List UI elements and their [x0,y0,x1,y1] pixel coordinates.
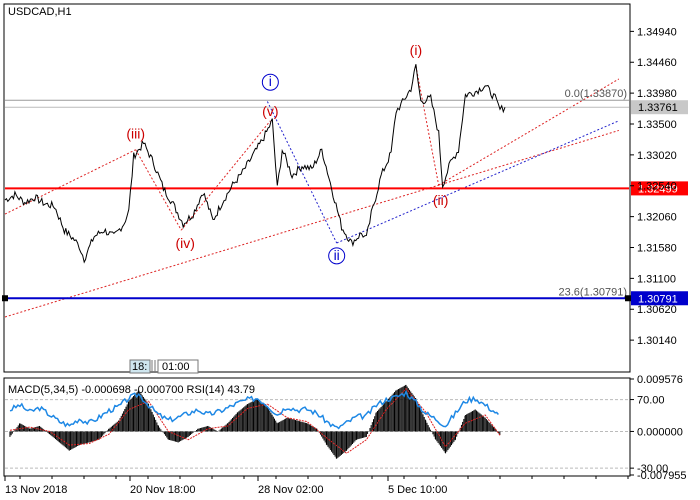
toolbar-box-time-label: 18: [132,361,147,373]
chart-title: USDCAD,H1 [8,6,72,18]
price-axis: 1.34940 1.34460 1.33980 1.33500 1.33020 1.325… [630,26,677,347]
wave-label: (iv) [175,235,194,251]
price-tick-label: 1.33500 [637,119,677,131]
time-tick-label: 20 Nov 18:00 [130,484,195,496]
time-tick-label: 28 Nov 02:00 [258,484,323,496]
time-tick-label: 5 Dec 10:00 [388,484,447,496]
macd-signal [9,387,501,454]
support-label: 1.32499 [638,183,678,195]
macd-tick-label: 0.000000 [637,426,683,438]
price-tick-label: 1.32540 [637,181,677,193]
macd-tick-label: -30.00 [637,463,668,475]
wave-circle [328,247,346,265]
trendline [336,120,620,244]
lower-level-handle [625,295,631,302]
macd-panel [5,384,629,469]
rsi-line [9,389,499,430]
fib-label: 0.0(1.33870) [565,88,627,100]
wave-label: (i) [410,42,422,58]
macd-tick-label: -0.007955 [637,470,687,482]
trendline [135,149,182,231]
price-tick-label: 1.31580 [637,242,677,254]
toolbar-box-period[interactable] [157,359,199,374]
macd-tick-label: 0.009576 [637,374,683,386]
trendline [4,129,620,318]
wave-label: (iii) [126,126,145,142]
fib-label: 23.6(1.30791) [559,286,628,298]
price-tick-label: 1.34460 [637,57,677,69]
price-tick-label: 1.34940 [637,26,677,38]
time-tick-label: 13 Nov 2018 [5,484,67,496]
wave-label: (v) [262,103,278,119]
wave-circle [261,73,279,91]
macd-tick-label: 70.00 [637,395,665,407]
wave-label: i [269,73,272,89]
price-tick-label: 1.31100 [637,273,676,285]
lower-level-tag [631,291,688,306]
trendline [438,78,620,186]
macd-label: MACD(5,34,5) -0.000698 -0.000700 RSI(14)… [8,384,255,396]
wave-label: (ii) [433,192,449,208]
time-axis: 13 Nov 2018 20 Nov 18:00 28 Nov 02:00 5 Dec… [4,476,629,496]
lower-level-handle [2,295,8,302]
wave-labels: (iii)(iv)(v)iii(i)(ii) [126,42,449,265]
trendline [180,120,271,231]
current-price-label: 1.33761 [638,102,678,114]
lower-level-label: 1.30791 [638,293,678,305]
support-tag [631,181,688,196]
toolbar-box-time[interactable] [129,359,151,374]
indicator-panel-frame [3,377,631,477]
time-toolbar[interactable]: 18: 01:00 [129,359,199,374]
horizontal-levels: 0.0(1.33870)23.6(1.30791)1.337611.324991… [2,88,688,306]
trendline [415,66,440,186]
current-price-tag [631,100,688,115]
price-tick-label: 1.32060 [637,212,677,224]
toolbar-box-period-label: 01:00 [162,361,190,373]
price-tick-label: 1.33020 [637,150,677,162]
price-tick-label: 1.33980 [637,88,677,100]
price-line [4,64,506,264]
wave-label: ii [334,247,340,263]
price-tick-label: 1.30140 [637,335,677,347]
price-tick-label: 1.30620 [637,304,677,316]
price-series [4,64,506,264]
macd-axis: 0.009576 70.00 0.000000 -30.00-0.007955 [630,374,687,482]
